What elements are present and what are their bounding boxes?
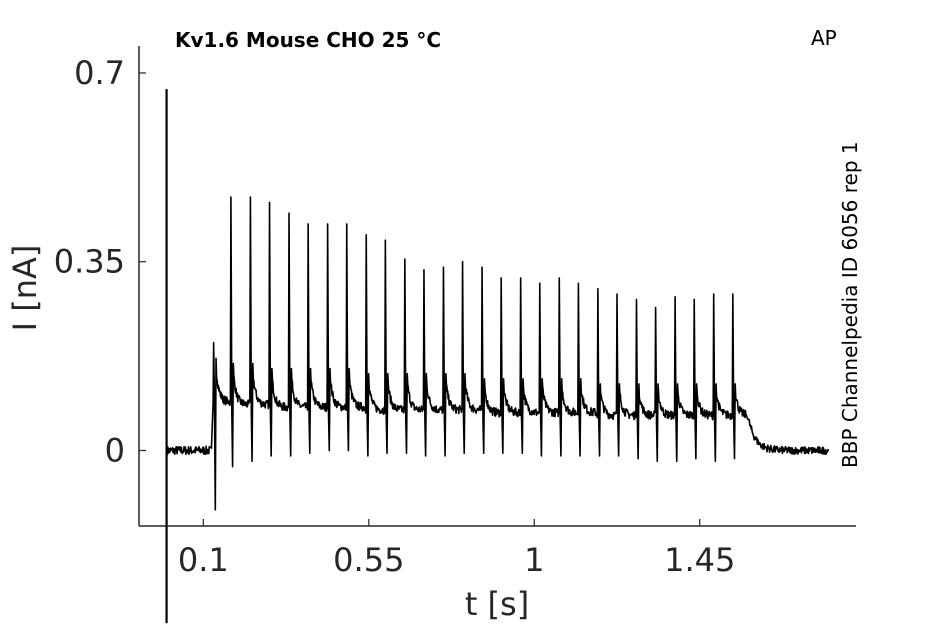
chart-title: Kv1.6 Mouse CHO 25 °C <box>175 28 441 52</box>
x-tick-label: 0.1 <box>178 541 229 579</box>
y-tick-label: 0 <box>105 431 125 469</box>
x-tick-label: 0.55 <box>333 541 404 579</box>
x-tick-label: 1.45 <box>664 541 735 579</box>
y-tick-label: 0.7 <box>74 54 125 92</box>
axes <box>138 46 856 527</box>
trace <box>165 89 830 624</box>
y-axis-label: I [nA] <box>6 245 44 332</box>
y-tick-label: 0.35 <box>54 243 125 281</box>
x-axis-label: t [s] <box>465 585 529 623</box>
source-label: BBP Channelpedia ID 6056 rep 1 <box>838 141 862 468</box>
x-tick-label: 1 <box>524 541 544 579</box>
protocol-label: AP <box>811 26 837 50</box>
ticks: 0.1 0.55 1 1.45 0 0.35 0.7 <box>54 54 736 579</box>
current-series-line <box>166 196 830 511</box>
